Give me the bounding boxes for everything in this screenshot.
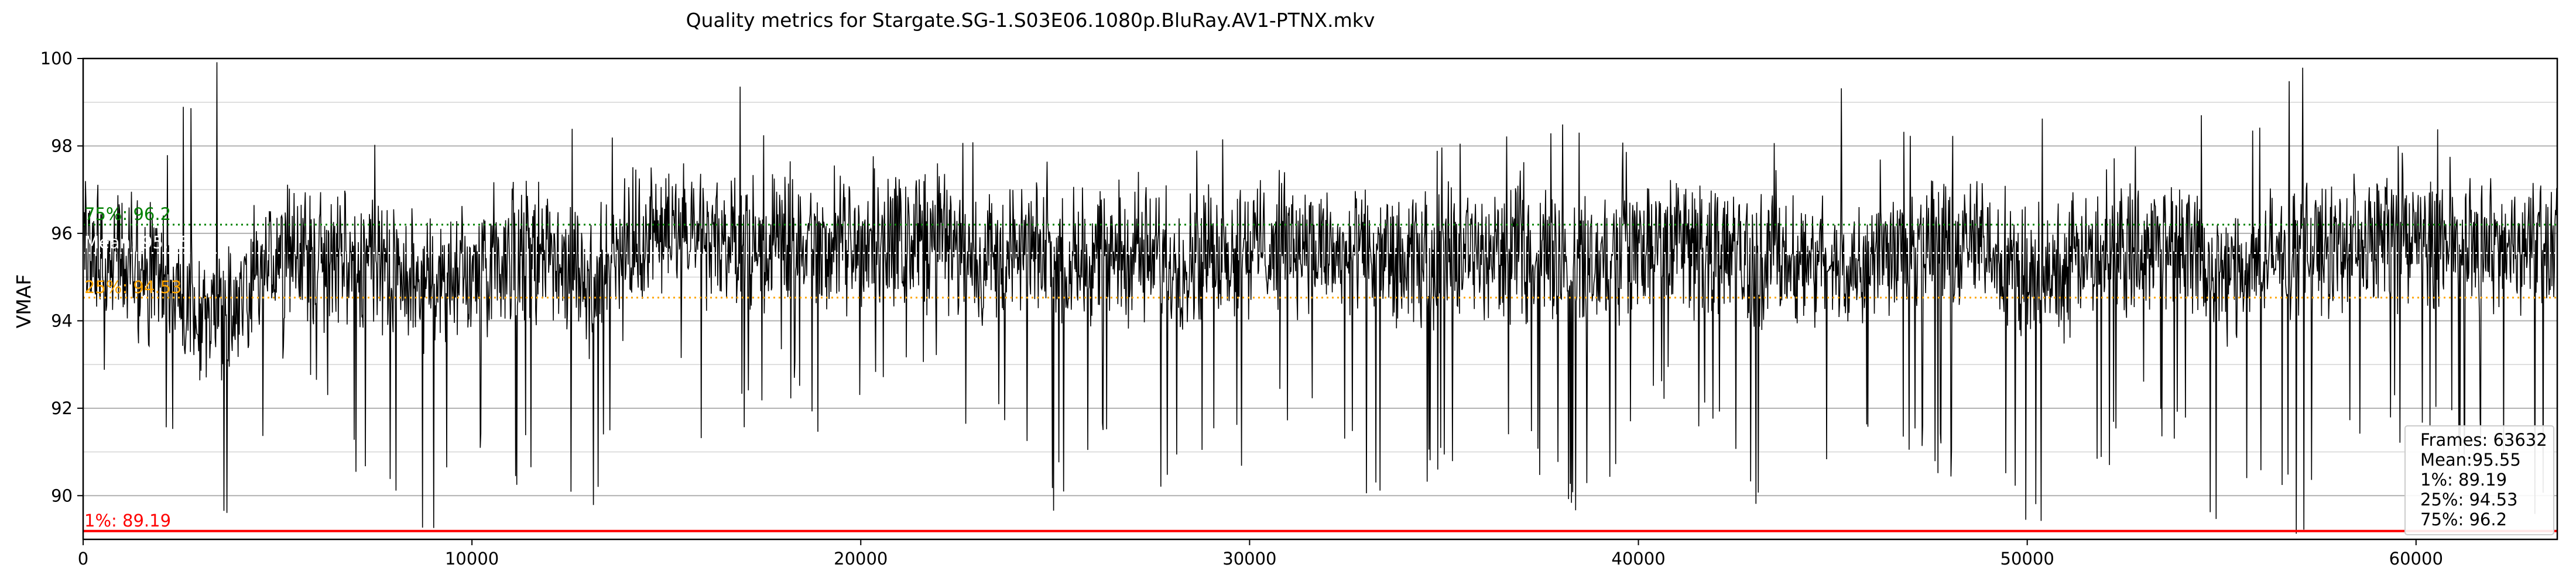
reference-label: 1%: 89.19	[84, 511, 171, 531]
y-axis-label: VMAF	[12, 274, 35, 329]
y-tick-label: 98	[51, 136, 73, 156]
reference-label: 25%: 94.53	[84, 277, 181, 297]
y-tick-label: 90	[51, 486, 73, 505]
x-tick-label: 20000	[834, 549, 888, 569]
x-tick-label: 60000	[2389, 549, 2443, 569]
y-tick-label: 100	[40, 49, 73, 68]
vmaf-series-line	[83, 62, 2557, 534]
y-tick-label: 94	[51, 311, 73, 331]
plot-frame	[82, 57, 2558, 541]
stats-line: 1%: 89.19	[2420, 470, 2507, 490]
x-tick-label: 50000	[2000, 549, 2054, 569]
stats-line: Frames: 63632	[2420, 430, 2547, 450]
x-tick-label: 40000	[1611, 549, 1665, 569]
stats-box-frame	[2404, 425, 2554, 535]
axes: 0 10000 20000 30000 40000 50000 60000 90 92 94 96 9…	[40, 49, 2558, 569]
stats-line: Mean:95.55	[2420, 450, 2521, 470]
stats-line: 25%: 94.53	[2420, 490, 2517, 510]
data-layer	[83, 62, 2557, 534]
stats-line: 75%: 96.2	[2420, 510, 2507, 529]
chart-title: Quality metrics for Stargate.SG-1.S03E06…	[686, 9, 1375, 32]
x-tick-label: 30000	[1222, 549, 1276, 569]
x-tick-label: 10000	[445, 549, 499, 569]
reference-label: 75%: 96.2	[84, 204, 171, 224]
y-tick-label: 92	[51, 398, 73, 418]
reference-label: Mean: 95.55	[84, 233, 190, 253]
y-tick-label: 96	[51, 223, 73, 243]
x-tick-label: 0	[78, 549, 88, 569]
